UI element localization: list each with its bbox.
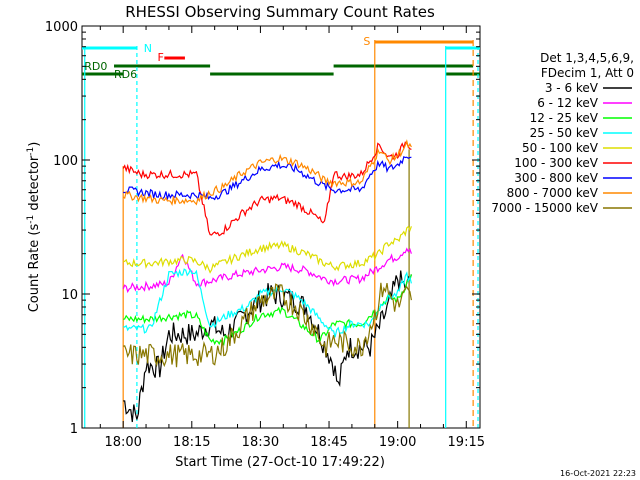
legend-label: 12 - 25 keV: [530, 111, 599, 125]
legend-label: 50 - 100 keV: [522, 141, 599, 155]
mode-boundary-lines: [84, 40, 479, 428]
flag-label-f: F: [157, 51, 163, 64]
x-tick-label: 18:30: [242, 435, 279, 450]
x-tick-label: 18:00: [104, 435, 141, 450]
flag-label-n: N: [144, 42, 152, 55]
series-line: [122, 141, 412, 237]
chart-title: RHESSI Observing Summary Count Rates: [125, 3, 435, 21]
legend-label: 7000 - 15000 keV: [491, 201, 598, 215]
y-tick-label: 10: [61, 288, 78, 303]
instrument-flags: NF S RD0 RD6: [82, 35, 480, 81]
series-line: [123, 274, 412, 346]
series-line: [122, 139, 412, 206]
axes: 18:00 18:15 18:30 18:45 19:00 19:15 1 10 100 1000: [45, 20, 485, 450]
y-tick-label: 100: [53, 154, 78, 169]
timestamp: 16-Oct-2021 22:23: [560, 469, 636, 478]
x-tick-label: 19:15: [448, 435, 485, 450]
legend-header-line-2: FDecim 1, Att 0: [541, 66, 634, 80]
series-line: [123, 282, 412, 368]
x-tick-label: 18:45: [310, 435, 347, 450]
count-rate-traces: [122, 139, 412, 423]
legend-header-line-1: Det 1,3,4,5,6,9,: [540, 51, 634, 65]
series-line: [122, 247, 412, 294]
legend-label: 6 - 12 keV: [537, 96, 599, 110]
legend-label: 25 - 50 keV: [530, 126, 599, 140]
legend-label: 300 - 800 keV: [514, 171, 598, 185]
legend-label: 100 - 300 keV: [514, 156, 598, 170]
y-axis-label: Count Rate (s-1 detector-1): [26, 142, 42, 313]
plot-frame: [81, 25, 481, 429]
x-tick-label: 18:15: [173, 435, 210, 450]
flag-label-rd0: RD0: [84, 60, 107, 73]
series-line: [122, 268, 412, 338]
x-tick-label: 19:00: [379, 435, 416, 450]
flag-label-s: S: [363, 35, 370, 48]
flag-label-rd6: RD6: [114, 68, 137, 81]
x-axis-label: Start Time (27-Oct-10 17:49:22): [175, 455, 385, 470]
y-tick-label: 1: [70, 422, 78, 437]
series-line: [123, 155, 412, 202]
legend-label: 3 - 6 keV: [545, 81, 599, 95]
legend-label: 800 - 7000 keV: [507, 186, 599, 200]
series-line: [123, 225, 412, 274]
y-tick-label: 1000: [45, 20, 78, 35]
